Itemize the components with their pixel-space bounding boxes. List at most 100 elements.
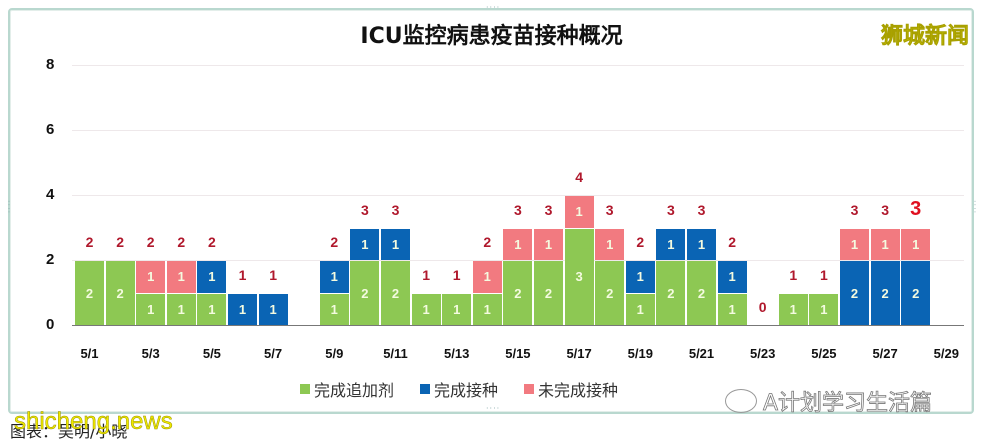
bar-segment: 1 <box>564 196 594 228</box>
bar-segment: 1 <box>656 228 686 260</box>
total-label: 2 <box>116 234 124 250</box>
bar-segment: 1 <box>197 293 227 325</box>
bar-segment: 1 <box>472 293 502 325</box>
x-tick-label: 5/9 <box>325 346 344 361</box>
total-label: 1 <box>452 266 461 283</box>
total-label: 1 <box>819 266 828 283</box>
bar-segment: 1 <box>411 293 441 325</box>
chart-title: ICU监控病患疫苗接种概况 <box>360 24 623 49</box>
bar-segment: 2 <box>870 261 900 325</box>
bar-segment: 1 <box>258 293 288 325</box>
bar-segment: 2 <box>901 261 931 325</box>
bar-segment: 2 <box>75 261 104 325</box>
grid-line <box>72 260 964 261</box>
total-label: 2 <box>483 234 492 250</box>
total-label: 2 <box>85 234 94 250</box>
bar-segment: 1 <box>166 261 196 293</box>
total-label: 2 <box>146 234 155 250</box>
total-label: 2 <box>330 234 339 250</box>
bar-segment: 1 <box>625 293 655 325</box>
resize-handle-right[interactable]: ···· <box>970 200 979 215</box>
bar-segment: 1 <box>136 293 166 325</box>
bar-segment: 1 <box>319 293 349 325</box>
bar-segment: 1 <box>870 228 900 260</box>
legend-item-full[interactable]: 完成接种 <box>420 377 498 401</box>
chart-frame <box>8 8 974 414</box>
x-tick-label: 5/7 <box>264 346 283 361</box>
y-tick-label: 4 <box>46 186 55 203</box>
x-axis-line <box>72 325 964 326</box>
bar-segment: 2 <box>503 261 533 325</box>
total-label: 3 <box>391 201 400 218</box>
bar-segment: 2 <box>350 261 380 325</box>
x-tick-label: 5/15 <box>505 346 531 361</box>
bar-segment: 1 <box>350 228 380 260</box>
brand-watermark: 狮城新闻 <box>880 24 970 50</box>
resize-handle-left[interactable]: ···· <box>4 200 13 215</box>
total-label: 3 <box>360 201 369 218</box>
legend-label: 完成追加剂 <box>314 381 395 400</box>
x-tick-label: 5/25 <box>811 346 837 361</box>
bar-segment: 1 <box>381 228 410 260</box>
total-label: 4 <box>575 169 583 185</box>
wechat-watermark: A计划学习生活篇 <box>725 385 932 417</box>
total-label: 1 <box>269 266 277 283</box>
total-label: 3 <box>605 201 614 218</box>
legend-swatch-icon <box>524 384 535 394</box>
x-tick-label: 5/3 <box>141 346 160 361</box>
x-tick-label: 5/1 <box>80 346 99 361</box>
x-tick-label: 5/19 <box>627 346 653 361</box>
legend: 完成追加剂 完成接种 未完成接种 <box>300 377 618 401</box>
grid-line <box>72 130 964 131</box>
total-label: 0 <box>758 299 767 315</box>
legend-label: 未完成接种 <box>538 381 619 400</box>
bar-segment: 1 <box>442 293 472 325</box>
legend-swatch-icon <box>300 384 310 394</box>
y-tick-label: 0 <box>46 316 55 333</box>
total-label: 2 <box>177 234 186 250</box>
bar-segment: 1 <box>778 293 808 325</box>
bar-segment: 1 <box>319 261 349 293</box>
total-label: 1 <box>789 266 798 283</box>
total-label: 1 <box>238 266 247 283</box>
total-label: 3 <box>697 201 706 218</box>
y-tick-label: 2 <box>46 251 55 268</box>
site-watermark: shicheng.news <box>14 408 173 436</box>
grid-line <box>72 65 964 66</box>
bar-segment: 1 <box>809 293 839 325</box>
total-label: 2 <box>728 234 736 250</box>
bar-segment: 1 <box>687 228 716 260</box>
total-label: 3 <box>850 201 859 218</box>
total-label: 2 <box>207 234 216 250</box>
grid-line <box>72 195 964 196</box>
total-label: 2 <box>636 234 645 250</box>
total-label: 3 <box>881 201 889 218</box>
bar-segment: 1 <box>228 293 257 325</box>
y-tick-label: 6 <box>46 121 55 138</box>
total-label: 3 <box>910 197 922 220</box>
wechat-icon <box>725 389 757 413</box>
bar-segment: 1 <box>472 261 502 293</box>
resize-handle-bottom[interactable]: ···· <box>486 404 501 413</box>
bar-segment: 1 <box>166 293 196 325</box>
resize-handle-top[interactable]: ···· <box>486 3 501 12</box>
x-tick-label: 5/29 <box>933 346 959 361</box>
bar-segment: 2 <box>381 261 410 325</box>
x-tick-label: 5/13 <box>444 346 470 361</box>
legend-item-booster[interactable]: 完成追加剂 <box>300 377 394 401</box>
legend-item-incomplete[interactable]: 未完成接种 <box>524 377 618 401</box>
bar-segment: 2 <box>534 261 563 325</box>
bar-segment: 2 <box>687 261 716 325</box>
bar-segment: 2 <box>840 261 869 325</box>
chart-caption: 图表：吴明/小晓 <box>10 422 128 441</box>
legend-label: 完成接种 <box>434 381 499 400</box>
bar-segment: 1 <box>625 261 655 293</box>
x-tick-label: 5/27 <box>872 346 898 361</box>
total-label: 3 <box>544 201 553 218</box>
wechat-account: A计划学习生活篇 <box>763 391 933 417</box>
total-label: 3 <box>666 201 675 218</box>
y-tick-label: 8 <box>46 56 55 73</box>
bar-segment: 2 <box>595 261 625 325</box>
x-tick-label: 5/5 <box>202 346 221 361</box>
